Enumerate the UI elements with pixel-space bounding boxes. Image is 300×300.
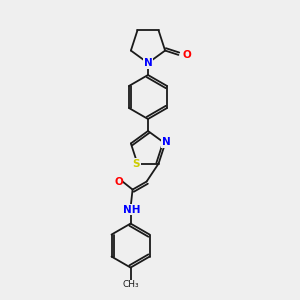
Text: N: N <box>144 58 152 68</box>
Text: O: O <box>182 50 191 60</box>
Text: S: S <box>133 159 140 169</box>
Text: N: N <box>162 137 170 147</box>
Text: NH: NH <box>123 205 140 214</box>
Text: O: O <box>114 177 123 187</box>
Text: CH₃: CH₃ <box>122 280 139 289</box>
